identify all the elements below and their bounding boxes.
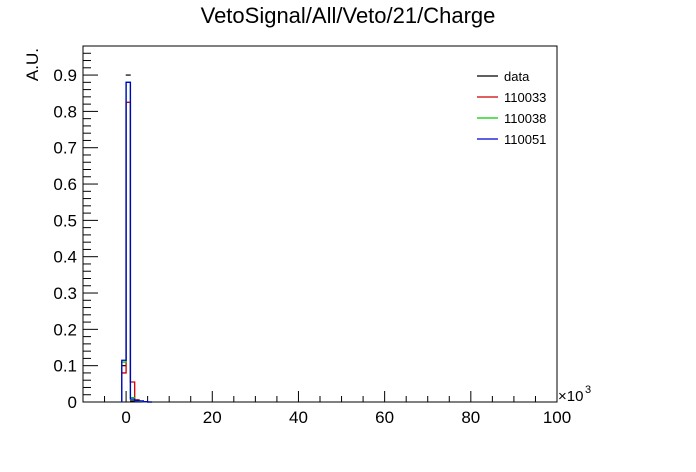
series-110051-line — [121, 81, 152, 403]
chart-title: VetoSignal/All/Veto/21/Charge — [201, 3, 496, 28]
x-tick-label: 20 — [203, 408, 222, 427]
y-tick-label: 0.4 — [53, 248, 77, 267]
y-tick-label: 0.1 — [53, 357, 77, 376]
x-tick-label: 0 — [121, 408, 130, 427]
legend: data 110033 110038 110051 — [477, 69, 546, 147]
y-tick-label: 0.2 — [53, 320, 77, 339]
legend-label-110051: 110051 — [504, 132, 546, 147]
y-tick-label: 0 — [68, 393, 77, 412]
legend-label-110033: 110033 — [504, 90, 546, 105]
axes: 0 0.1 0.2 0.3 0.4 0.5 0.6 0.7 0.8 0.9 0 20 40 60 80 100 — [53, 45, 571, 427]
x-multiplier-exponent: 3 — [585, 384, 591, 396]
y-tick-label: 0.8 — [53, 102, 77, 121]
legend-label-data: data — [504, 69, 530, 84]
plot-area-border — [82, 45, 558, 403]
x-multiplier: ×10 3 — [558, 384, 591, 405]
x-tick-label: 100 — [543, 408, 571, 427]
y-tick-label: 0.7 — [53, 139, 77, 158]
x-tick-label: 60 — [375, 408, 394, 427]
legend-label-110038: 110038 — [504, 111, 546, 126]
y-tick-label: 0.3 — [53, 284, 77, 303]
y-tick-label: 0.5 — [53, 211, 77, 230]
plot-frame — [82, 45, 558, 403]
x-tick-label: 40 — [289, 408, 308, 427]
y-tick-label: 0.9 — [53, 66, 77, 85]
y-axis-label: A.U. — [23, 48, 42, 81]
y-tick-label: 0.6 — [53, 175, 77, 194]
x-tick-label: 80 — [461, 408, 480, 427]
series-group — [121, 74, 152, 403]
x-multiplier-base: ×10 — [558, 388, 583, 405]
